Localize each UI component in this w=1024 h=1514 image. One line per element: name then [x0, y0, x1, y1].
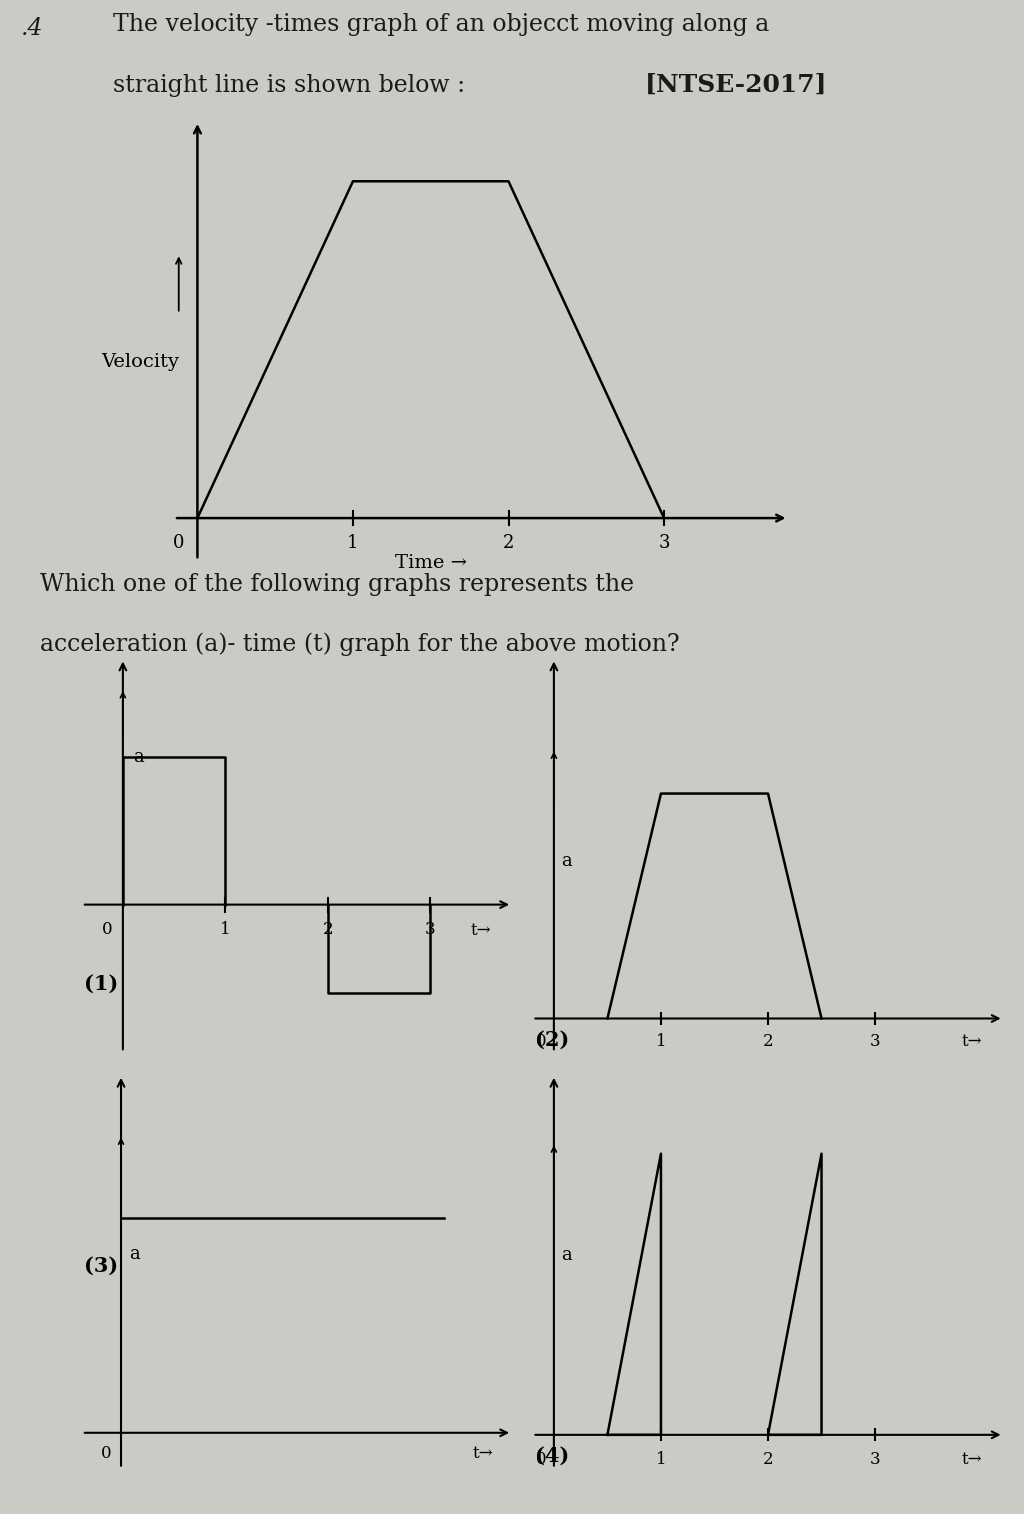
Text: Velocity: Velocity: [100, 353, 179, 371]
Text: (1): (1): [84, 974, 118, 993]
Text: Which one of the following graphs represents the: Which one of the following graphs repres…: [40, 574, 634, 597]
Text: straight line is shown below :: straight line is shown below :: [113, 74, 540, 97]
Text: The velocity -times graph of an objecct moving along a: The velocity -times graph of an objecct …: [113, 14, 769, 36]
Text: 2: 2: [503, 534, 514, 551]
Text: a: a: [561, 1246, 572, 1264]
Text: t→: t→: [962, 1033, 982, 1051]
Text: Time →: Time →: [394, 554, 467, 572]
Text: (4): (4): [535, 1446, 569, 1466]
Text: 2: 2: [323, 922, 333, 939]
Text: 1: 1: [655, 1033, 667, 1051]
Text: a: a: [133, 748, 143, 766]
Text: t→: t→: [471, 922, 492, 939]
Text: (3): (3): [84, 1255, 118, 1276]
Text: a: a: [129, 1245, 139, 1263]
Text: 0: 0: [102, 922, 113, 939]
Text: t→: t→: [472, 1444, 493, 1461]
Text: 0: 0: [536, 1033, 547, 1051]
Text: 0: 0: [536, 1450, 547, 1467]
Text: 0: 0: [173, 534, 184, 551]
Text: t→: t→: [962, 1450, 982, 1467]
Text: acceleration (a)- time (t) graph for the above motion?: acceleration (a)- time (t) graph for the…: [40, 631, 680, 656]
Text: 3: 3: [425, 922, 435, 939]
Text: 3: 3: [869, 1033, 881, 1051]
Text: 2: 2: [763, 1033, 773, 1051]
Text: 1: 1: [220, 922, 230, 939]
Text: (2): (2): [535, 1030, 569, 1049]
Text: 3: 3: [658, 534, 670, 551]
Text: 1: 1: [347, 534, 358, 551]
Text: .4: .4: [20, 17, 43, 39]
Text: 2: 2: [763, 1450, 773, 1467]
Text: 0: 0: [101, 1444, 112, 1461]
Text: a: a: [561, 852, 572, 871]
Text: 3: 3: [869, 1450, 881, 1467]
Text: 1: 1: [655, 1450, 667, 1467]
Text: [NTSE-2017]: [NTSE-2017]: [645, 73, 827, 97]
